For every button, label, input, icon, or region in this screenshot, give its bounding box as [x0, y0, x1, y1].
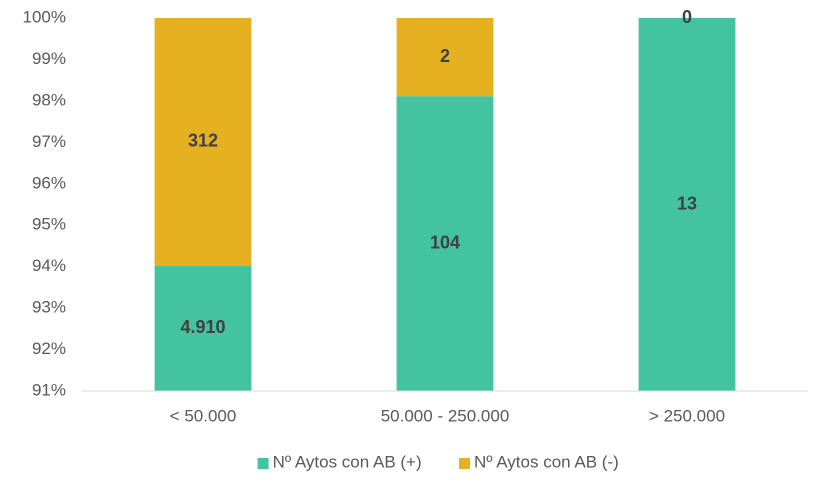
bar-segment: [638, 18, 736, 391]
legend-swatch: [257, 458, 269, 469]
x-tick-label: > 250.000: [649, 406, 725, 425]
bar-segment: [154, 18, 252, 266]
y-tick-label: 100%: [23, 7, 66, 26]
data-label: 2: [440, 46, 450, 66]
data-label: 312: [188, 131, 218, 151]
legend-label: Nº Aytos con AB (+): [273, 452, 422, 471]
data-label: 104: [430, 232, 460, 252]
y-tick-label: 93%: [32, 298, 66, 317]
y-tick-label: 97%: [32, 132, 66, 151]
bar-segment: [154, 265, 252, 391]
legend-swatch: [459, 458, 470, 469]
y-tick-label: 98%: [32, 90, 66, 109]
y-tick-label: 94%: [32, 256, 66, 275]
y-tick-label: 92%: [32, 339, 66, 358]
x-tick-label: 50.000 - 250.000: [381, 406, 510, 425]
bar-segment: [396, 18, 494, 97]
bar-segment: [396, 96, 494, 391]
data-label: 4.910: [180, 317, 225, 337]
y-tick-label: 96%: [32, 173, 66, 192]
y-tick-label: 99%: [32, 49, 66, 68]
data-label: 0: [682, 7, 692, 27]
data-label: 13: [677, 193, 697, 213]
y-tick-label: 91%: [32, 380, 66, 399]
legend-label: Nº Aytos con AB (-): [474, 452, 619, 471]
y-tick-label: 95%: [32, 215, 66, 234]
x-tick-label: < 50.000: [170, 406, 237, 425]
